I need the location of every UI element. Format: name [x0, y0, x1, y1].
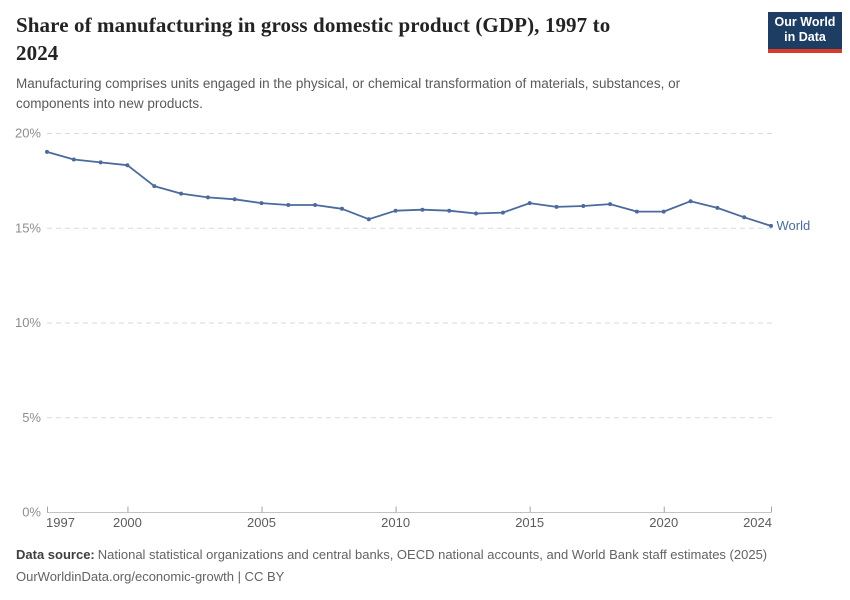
data-point — [715, 205, 720, 210]
owid-logo-line1: Our World — [774, 15, 836, 29]
series-line-world — [46, 150, 772, 227]
data-point — [45, 149, 49, 154]
x-tick-label: 2010 — [381, 515, 410, 530]
data-point — [205, 195, 210, 200]
x-tick-label: 2020 — [649, 515, 678, 530]
data-point — [447, 208, 452, 213]
attribution-line: OurWorldinData.org/economic-growth | CC … — [16, 569, 285, 584]
data-point — [313, 203, 318, 207]
x-tick-label: 2000 — [113, 515, 142, 530]
data-point — [232, 197, 237, 202]
data-source-label: Data source: — [16, 547, 95, 562]
x-tick-label: 2015 — [515, 515, 544, 530]
data-point — [527, 201, 532, 206]
chart-footer: Data source: National statistical organiz… — [16, 544, 836, 588]
data-point — [259, 201, 264, 206]
data-point — [742, 215, 747, 220]
data-point — [581, 204, 586, 208]
data-source-text: National statistical organizations and c… — [97, 547, 768, 562]
data-point — [286, 203, 291, 207]
data-point — [366, 217, 371, 222]
y-tick-label: 5% — [22, 410, 41, 425]
data-point — [152, 184, 157, 189]
x-tick-label: 1997 — [46, 515, 75, 530]
data-point — [71, 157, 76, 162]
y-tick-label: 15% — [15, 220, 41, 235]
chart-subtitle-line1: Manufacturing comprises units engaged in… — [16, 76, 681, 91]
data-point — [420, 207, 425, 212]
y-tick-label: 0% — [22, 505, 41, 520]
owid-logo-line2: in Data — [784, 30, 826, 44]
owid-logo[interactable]: Our World in Data — [768, 12, 842, 53]
chart-subtitle-line2: components into new products. — [16, 95, 203, 111]
data-point — [393, 208, 398, 213]
y-tick-label: 20% — [15, 126, 41, 141]
x-tick-label: 2005 — [247, 515, 276, 530]
data-point — [98, 160, 103, 165]
data-point — [769, 223, 773, 228]
page-title: Share of manufacturing in gross domestic… — [16, 11, 746, 67]
page-title-line2: 2024 — [16, 41, 59, 65]
x-tick-label: 2024 — [743, 515, 772, 530]
data-point — [340, 206, 344, 211]
data-point — [608, 202, 613, 207]
data-point — [661, 209, 666, 214]
data-point — [688, 199, 693, 204]
data-point — [179, 191, 184, 196]
data-point — [554, 204, 559, 209]
data-point — [500, 210, 505, 215]
y-tick-label: 10% — [15, 315, 41, 330]
data-point — [125, 163, 130, 168]
data-point — [634, 209, 639, 214]
series-label-world: World — [777, 218, 811, 233]
data-point — [474, 211, 478, 216]
data-source-line: Data source: National statistical organiz… — [16, 547, 767, 562]
page-title-line1: Share of manufacturing in gross domestic… — [16, 13, 611, 37]
chart-subtitle: Manufacturing comprises units engaged in… — [16, 74, 796, 113]
